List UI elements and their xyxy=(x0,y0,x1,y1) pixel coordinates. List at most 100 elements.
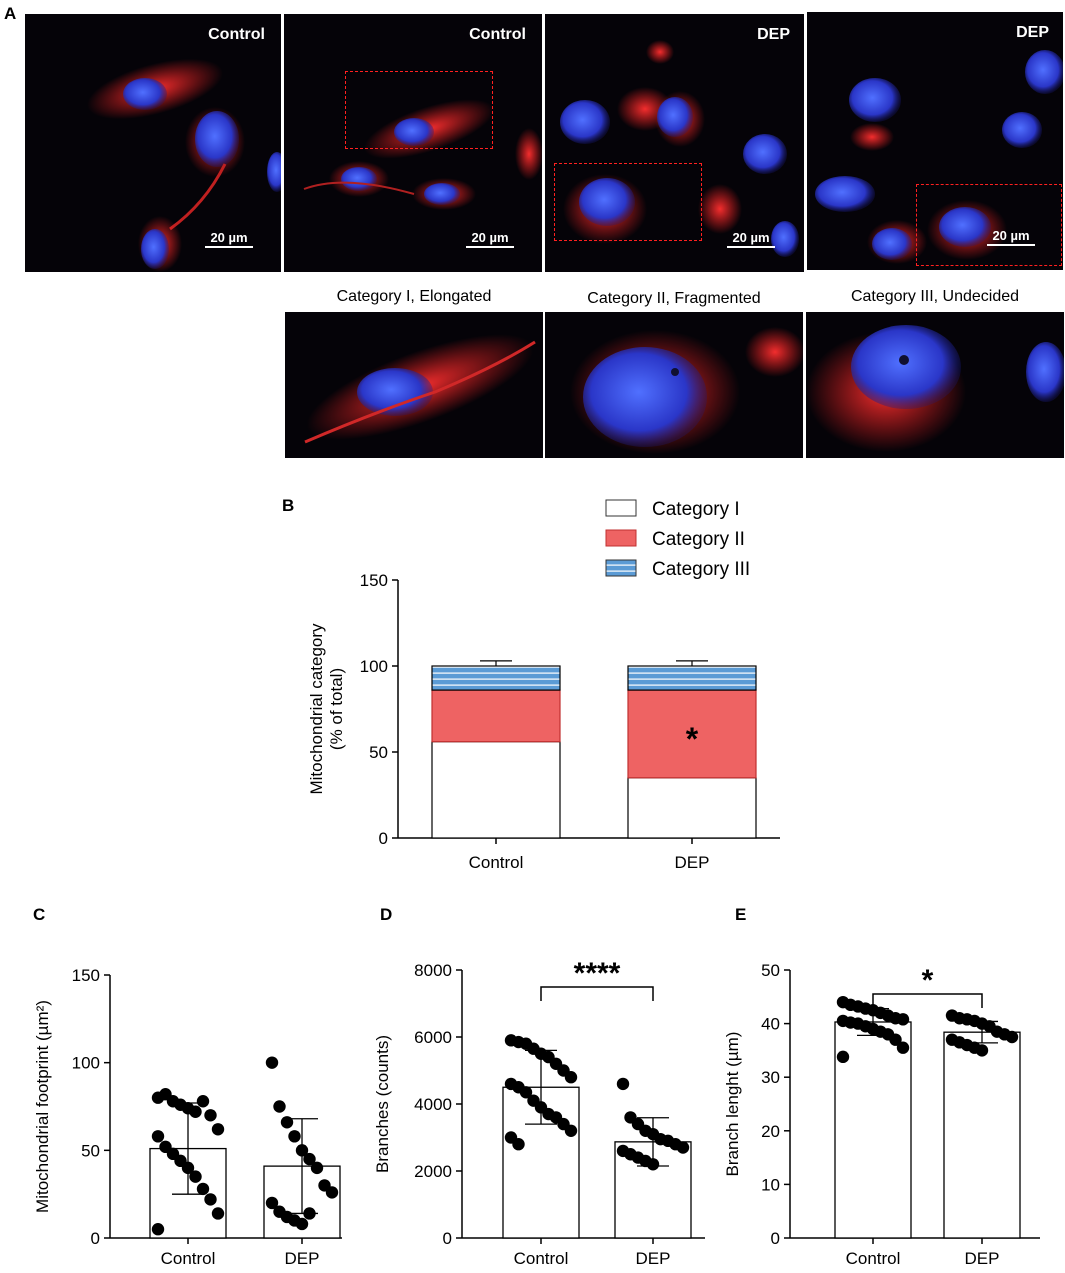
y-tick-label: 10 xyxy=(761,1175,780,1194)
y-tick-label: 50 xyxy=(761,961,780,980)
zoom-category-i xyxy=(285,312,543,458)
y-tick-label: 50 xyxy=(369,743,388,762)
data-point xyxy=(676,1141,690,1154)
roi-box xyxy=(345,71,493,149)
x-tick-label: DEP xyxy=(675,853,710,872)
y-tick-label: 2000 xyxy=(414,1162,452,1181)
zoom-title-category-ii: Category II, Fragmented xyxy=(587,290,761,307)
data-point xyxy=(196,1095,210,1108)
y-tick-label: 0 xyxy=(91,1229,100,1248)
y-tick-label: 0 xyxy=(379,829,388,848)
x-tick-label: Control xyxy=(469,853,524,872)
data-point xyxy=(303,1207,316,1220)
cell-image xyxy=(806,325,1064,452)
data-point xyxy=(616,1077,630,1091)
scale-bar: 20 µm xyxy=(987,228,1035,246)
legend-swatch xyxy=(605,529,637,547)
cell-image xyxy=(87,58,281,272)
y-tick-label: 150 xyxy=(360,571,388,590)
micrograph-dep-2: DEP 20 µm xyxy=(807,12,1063,270)
significance-marker: * xyxy=(686,721,699,757)
stack-segment xyxy=(627,777,757,839)
data-point xyxy=(646,1158,660,1171)
significance-bracket xyxy=(872,993,983,1008)
y-axis-label: Mitochondrial footprint (µm²) xyxy=(33,1000,52,1213)
significance-bracket xyxy=(540,986,654,1001)
data-point xyxy=(189,1105,202,1118)
micrograph-label: Control xyxy=(208,26,265,43)
micrograph-label: DEP xyxy=(1016,24,1049,41)
data-point xyxy=(288,1130,301,1143)
legend-swatch xyxy=(605,499,637,517)
data-point xyxy=(181,1161,195,1175)
zoom-category-ii xyxy=(545,312,803,458)
panel-letter-d: D xyxy=(380,905,393,924)
stack-segment xyxy=(627,665,757,691)
data-point xyxy=(564,1124,578,1137)
scale-bar: 20 µm xyxy=(205,230,253,248)
roi-box xyxy=(916,184,1062,266)
data-point xyxy=(310,1161,324,1175)
chart-e-branch-length: 0 10 20 30 40 50 Branch lenght (µm) Control DEP * xyxy=(723,961,1040,1268)
legend-swatch xyxy=(605,559,637,577)
data-point xyxy=(204,1109,217,1122)
stack-segment xyxy=(431,741,561,839)
micrograph-label: DEP xyxy=(757,26,790,43)
significance-marker: * xyxy=(922,964,934,997)
data-point xyxy=(211,1207,225,1220)
roi-box xyxy=(554,163,702,241)
y-tick-label: 50 xyxy=(81,1141,100,1160)
zoom-category-iii xyxy=(806,312,1064,458)
chart-c-footprint: 0 50 100 150 Mitochondrial footprint (µm²) Co… xyxy=(33,966,342,1268)
significance-marker: **** xyxy=(574,957,621,990)
x-tick-label: Control xyxy=(161,1249,216,1268)
micrograph-control-1: Control 20 µm xyxy=(25,14,281,272)
data-point xyxy=(975,1044,989,1057)
panel-letter-b: B xyxy=(282,496,295,515)
data-point xyxy=(564,1071,578,1084)
y-tick-label: 20 xyxy=(761,1122,780,1141)
y-axis-label: Mitochondrial category xyxy=(307,623,326,795)
y-tick-label: 40 xyxy=(761,1015,780,1034)
y-tick-label: 8000 xyxy=(414,961,452,980)
x-tick-label: DEP xyxy=(285,1249,320,1268)
data-point xyxy=(265,1056,279,1069)
data-point xyxy=(896,1041,910,1054)
stack-segment xyxy=(431,665,561,691)
x-tick-label: DEP xyxy=(965,1249,1000,1268)
scale-bar: 20 µm xyxy=(466,230,514,248)
y-axis-label: Branch lenght (µm) xyxy=(723,1032,742,1177)
stack-segment xyxy=(627,689,757,779)
y-tick-label: 6000 xyxy=(414,1028,452,1047)
data-point xyxy=(211,1123,225,1136)
data-point xyxy=(151,1223,165,1236)
legend-label: Category I xyxy=(652,499,740,520)
zoom-title-category-iii: Category III, Undecided xyxy=(850,288,1020,305)
data-point xyxy=(889,1033,902,1046)
legend-label: Category II xyxy=(652,529,745,550)
panel-letter-a: A xyxy=(4,4,17,23)
chart-b-stacked-bar: 0 50 100 150 Mitochondrial category (% of tot… xyxy=(307,499,780,872)
y-tick-label: 30 xyxy=(761,1068,780,1087)
data-point xyxy=(273,1100,286,1113)
data-point xyxy=(280,1116,294,1129)
data-point xyxy=(896,1013,910,1026)
y-tick-label: 0 xyxy=(771,1229,780,1248)
data-point xyxy=(189,1170,202,1183)
micrograph-dep-1: DEP 20 µm xyxy=(545,14,804,272)
y-tick-label: 4000 xyxy=(414,1095,452,1114)
y-tick-label: 150 xyxy=(72,966,100,985)
data-point xyxy=(303,1152,316,1166)
cell-image xyxy=(303,99,542,210)
data-point xyxy=(196,1182,210,1196)
x-tick-label: Control xyxy=(846,1249,901,1268)
data-point xyxy=(325,1186,339,1199)
cell-image xyxy=(304,334,536,444)
chart-d-branches: 0 2000 4000 6000 8000 Branches (counts) Contro… xyxy=(373,957,705,1268)
stack-segment xyxy=(431,689,561,743)
data-point xyxy=(151,1130,165,1143)
panel-letter-c: C xyxy=(33,905,46,924)
scale-bar: 20 µm xyxy=(727,230,775,248)
data-point xyxy=(295,1217,309,1231)
y-axis-label: Branches (counts) xyxy=(373,1035,392,1173)
